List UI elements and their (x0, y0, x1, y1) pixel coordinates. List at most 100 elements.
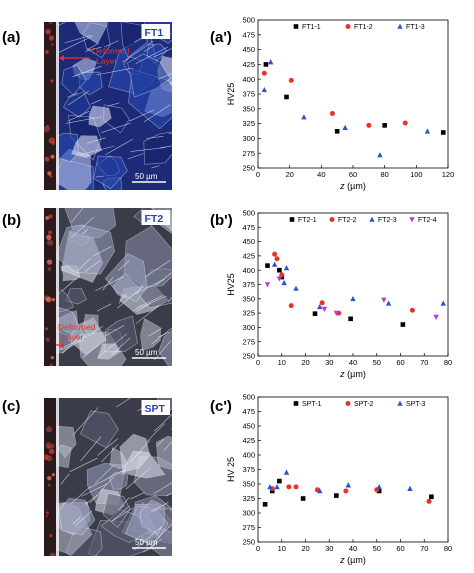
data-point (350, 295, 356, 302)
data-point (334, 493, 339, 498)
slip-line (60, 339, 84, 351)
legend-entry: SPT-1 (302, 401, 322, 408)
slip-line (72, 516, 81, 525)
mount-spot (51, 298, 56, 302)
data-point (400, 322, 406, 327)
slip-line (177, 314, 206, 330)
slip-line (61, 333, 82, 354)
grain (155, 436, 172, 470)
y-tick-label: 475 (242, 407, 255, 416)
mount-spot (44, 156, 50, 162)
panel-label-b: (b) (2, 212, 21, 229)
legend-marker (293, 401, 299, 406)
slip-line (130, 492, 145, 500)
data-point (424, 128, 431, 134)
mount-spot (48, 448, 55, 455)
scale-bar-label: 50 µm (135, 172, 158, 181)
slip-line (170, 228, 172, 230)
grain (88, 105, 112, 128)
y-tick-label: 325 (242, 309, 255, 318)
y-axis-label: HV25 (226, 83, 236, 106)
legend-entry: FT2-4 (418, 217, 437, 224)
slip-line (176, 448, 191, 465)
x-tick-label: 0 (256, 170, 260, 179)
y-tick-label: 300 (242, 323, 255, 332)
slip-line (84, 260, 101, 272)
legend-marker (369, 216, 375, 222)
y-axis-label: HV 25 (226, 457, 236, 482)
slip-line (150, 501, 169, 513)
legend-entry: FT1-3 (406, 24, 425, 31)
grain (93, 155, 128, 190)
legend-marker (293, 24, 299, 29)
y-tick-label: 400 (242, 451, 255, 460)
mount-spot (47, 483, 51, 487)
mount-spot (47, 239, 54, 246)
y-tick-label: 475 (242, 223, 255, 232)
x-tick-label: 0 (256, 358, 260, 367)
grain (104, 315, 138, 352)
x-tick-label: 20 (301, 544, 309, 553)
slip-line (171, 137, 172, 139)
slip-line (97, 333, 128, 358)
slip-line (136, 295, 163, 309)
data-point (265, 263, 270, 268)
slip-line (85, 46, 102, 52)
mount-spot (51, 43, 54, 46)
mount-spot (45, 337, 50, 342)
slip-line (101, 122, 131, 133)
mount-spot (45, 327, 49, 331)
legend-marker (397, 400, 403, 406)
x-tick-label: 20 (301, 358, 309, 367)
data-point (267, 484, 273, 490)
x-axis-label: z (µm) (339, 181, 366, 191)
slip-line (144, 259, 171, 278)
slip-line (65, 116, 103, 124)
data-point (319, 300, 325, 306)
y-tick-label: 450 (242, 237, 255, 246)
mount-spot (50, 355, 54, 360)
slip-line (118, 293, 128, 304)
surface-layer (56, 22, 59, 190)
slip-line (127, 153, 144, 160)
y-tick-label: 325 (242, 119, 255, 128)
deformed-layer-arrowhead (59, 55, 64, 61)
slip-line (146, 423, 165, 443)
slip-line (136, 302, 152, 312)
slip-line (122, 40, 154, 63)
slip-line (81, 483, 109, 497)
slip-line (172, 101, 192, 111)
slip-line (134, 279, 165, 295)
x-tick-label: 70 (420, 544, 428, 553)
deformed-layer-label-line1: Deformed (58, 322, 96, 332)
slip-line (170, 428, 172, 430)
slip-line (80, 145, 115, 155)
data-point (433, 314, 439, 321)
slip-line (94, 466, 113, 484)
legend-entry: FT2-2 (338, 217, 357, 224)
slip-line (102, 276, 114, 291)
data-point (262, 502, 268, 507)
data-point (376, 484, 382, 490)
slip-line (152, 523, 172, 544)
mount-spot (46, 234, 52, 241)
surface-layer (56, 208, 59, 366)
grain (79, 410, 119, 449)
deformed-layer-label-line2: Layer (96, 56, 117, 66)
micrograph-label-box (141, 24, 170, 39)
slip-line (143, 104, 171, 123)
mount-edge (44, 22, 56, 190)
mount-spot (49, 552, 56, 556)
grain (97, 343, 121, 360)
slip-line (154, 272, 172, 287)
data-point (261, 70, 267, 76)
slip-line (81, 228, 89, 235)
slip-line (117, 286, 144, 309)
x-tick-label: 50 (373, 358, 381, 367)
x-tick-label: 120 (442, 170, 455, 179)
data-point (317, 303, 323, 310)
slip-line (163, 441, 172, 451)
slip-line (61, 278, 77, 292)
